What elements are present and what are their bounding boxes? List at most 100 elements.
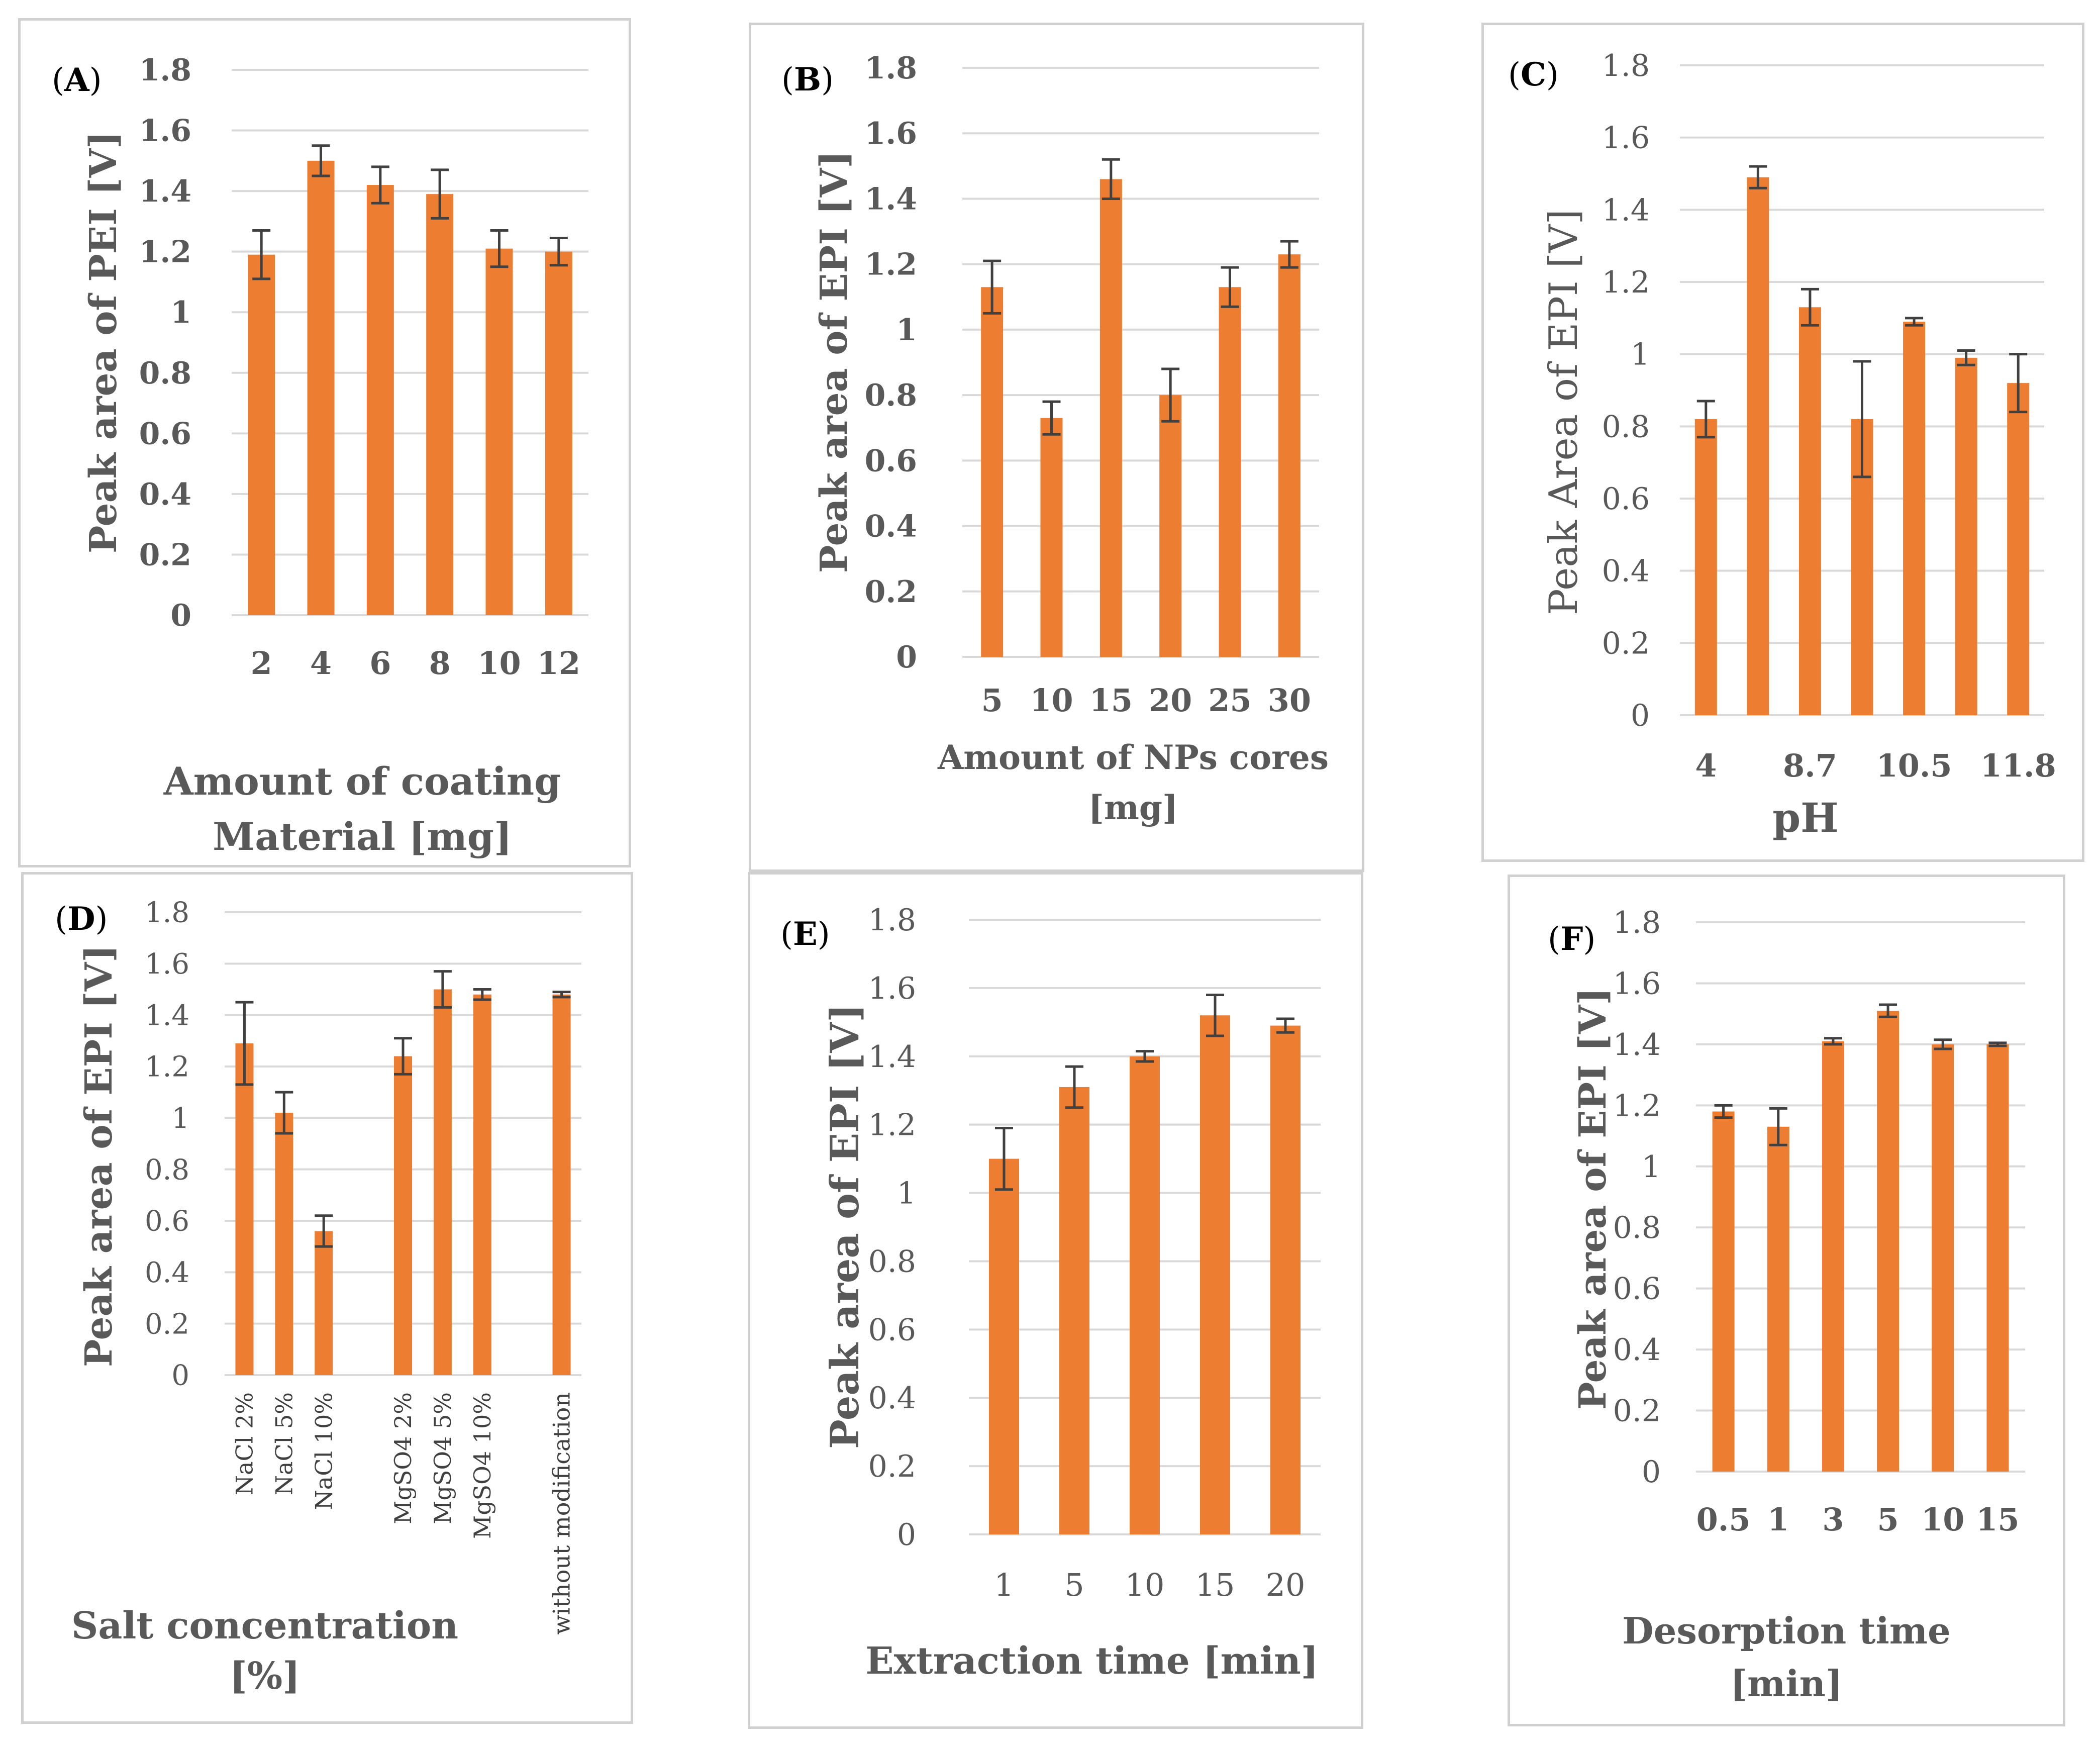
- y-tick-label: 1.4: [139, 174, 191, 209]
- x-axis-label: Amount of coating: [163, 759, 561, 804]
- error-bar: [1696, 400, 1715, 439]
- bar: [433, 989, 452, 1375]
- y-tick-label: 0.2: [868, 1449, 916, 1484]
- y-tick-label: 0.2: [139, 537, 191, 572]
- chart-panel-c: 0 0.2 0.4 0.6 0.8 1 1.2 1.4 1.6 1.8 4 8.7 10.5 11.8 P…: [1481, 23, 2084, 862]
- y-tick-label: 1.4: [1613, 1027, 1661, 1062]
- x-tick-label: 8: [429, 645, 451, 682]
- y-tick-label: 0.8: [139, 356, 191, 391]
- error-bar: [1749, 165, 1767, 189]
- panel-label: (E): [780, 915, 830, 953]
- chart-panel-f: 0 0.2 0.4 0.6 0.8 1 1.2 1.4 1.6 1.8 0.5 1 3 5 10 15 Pea…: [1508, 875, 2065, 1726]
- bar: [1822, 1041, 1844, 1472]
- y-tick-label: 0.2: [145, 1308, 189, 1340]
- y-tick-label: 1.4: [868, 1039, 916, 1075]
- chart-d-svg: 0 0.2 0.4 0.6 0.8 1 1.2 1.4 1.6 1.8 NaCl 2% NaCl 5%…: [55, 897, 581, 1698]
- chart-a-svg: 0 0.2 0.4 0.6 0.8 1 1.2 1.4 1.6 1.8 2 4 6 8 10 12 Peak …: [52, 53, 588, 859]
- x-axis-label: [min]: [1730, 1662, 1843, 1705]
- x-tick-label: 11.8: [1980, 747, 2056, 784]
- bar: [1278, 254, 1301, 657]
- y-tick-label: 0.4: [1602, 554, 1650, 589]
- y-axis-label: Peak area of EPI [V]: [822, 1004, 868, 1449]
- y-tick-label: 1.8: [868, 903, 916, 938]
- error-bar: [433, 970, 452, 1009]
- y-tick-label: 1.8: [865, 51, 917, 86]
- bar: [1270, 1025, 1301, 1534]
- y-tick-label: 1.4: [145, 999, 189, 1032]
- error-bar: [490, 229, 509, 268]
- y-tick-label: 0.4: [868, 1381, 916, 1416]
- chart-b-svg: 0 0.2 0.4 0.6 0.8 1 1.2 1.4 1.6 1.8 5 10 15 20 25 30 Pe…: [781, 51, 1329, 827]
- y-tick-label: 1.2: [865, 247, 917, 282]
- y-tick-label: 1: [170, 295, 191, 330]
- x-tick-label: 10.5: [1876, 747, 1952, 784]
- bar: [1798, 307, 1821, 715]
- y-tick-label: 1: [171, 1102, 189, 1135]
- y-tick-label: 0: [171, 1360, 189, 1392]
- y-tick-label: 1.6: [868, 971, 916, 1006]
- panel-label: (F): [1548, 920, 1595, 958]
- x-tick-label: 2: [251, 645, 272, 682]
- y-tick-label: 0: [1642, 1455, 1661, 1490]
- chart-panel-e: 0 0.2 0.4 0.6 0.8 1 1.2 1.4 1.6 1.8 1 5 10 15 20 Peak …: [748, 872, 1363, 1729]
- y-tick-label: 1.2: [868, 1108, 916, 1143]
- y-tick-label: 1.6: [1602, 121, 1650, 156]
- x-tick-label: 5: [1064, 1567, 1084, 1603]
- y-tick-label: 1: [896, 313, 917, 348]
- x-tick-label: 3: [1822, 1501, 1844, 1538]
- y-tick-label: 0.6: [868, 1312, 916, 1347]
- y-tick-label: 1.2: [145, 1051, 189, 1084]
- bar: [1200, 1015, 1230, 1534]
- error-bar: [1276, 1017, 1294, 1034]
- y-tick-label: 0.6: [865, 443, 917, 478]
- y-tick-label: 0.2: [1613, 1394, 1661, 1429]
- error-bar: [1853, 360, 1871, 478]
- error-bar: [1957, 349, 1975, 366]
- y-tick-label: 0.2: [865, 574, 917, 610]
- x-tick-label: 4: [1695, 747, 1717, 784]
- x-tick-label: 10: [1921, 1501, 1964, 1538]
- error-bar: [1714, 1104, 1733, 1119]
- x-tick-label: MgSO4 10%: [469, 1392, 496, 1539]
- panel-label: (A): [52, 61, 102, 99]
- error-bar: [1042, 400, 1061, 436]
- x-tick-label: 15: [1195, 1567, 1235, 1603]
- x-axis-label: Extraction time [min]: [865, 1639, 1319, 1683]
- error-bar: [394, 1037, 412, 1076]
- error-bar: [1801, 287, 1819, 327]
- y-tick-label: 0.8: [868, 1244, 916, 1279]
- y-tick-label: 1: [897, 1176, 916, 1211]
- x-tick-label: MgSO4 2%: [389, 1392, 417, 1524]
- bar: [473, 994, 491, 1375]
- bar: [1877, 1011, 1899, 1472]
- chart-f-svg: 00.20.40.60.811.21.41.61.80.5 1 3 5 10 15 Pea…: [1548, 905, 2025, 1705]
- y-tick-label: 0.6: [1613, 1272, 1661, 1307]
- error-bar: [1879, 1003, 1897, 1018]
- bar: [1059, 1087, 1089, 1534]
- y-tick-label: 0.6: [1602, 481, 1650, 517]
- x-tick-label: MgSO4 5%: [429, 1392, 456, 1524]
- y-tick-label: 1: [1631, 337, 1650, 372]
- bar: [1040, 418, 1063, 657]
- error-bar: [1102, 158, 1120, 200]
- y-tick-label: 1.8: [1613, 905, 1661, 940]
- y-tick-label: 1: [1642, 1149, 1661, 1185]
- y-axis-label: Peak area of PEI [V]: [82, 131, 125, 553]
- panel-label: (D): [55, 900, 108, 938]
- bar: [552, 994, 571, 1375]
- bar: [485, 248, 513, 615]
- bar: [1219, 287, 1241, 657]
- x-axis-label: Desorption time: [1622, 1609, 1951, 1652]
- error-bar: [371, 165, 389, 205]
- y-tick-label: 0.4: [1613, 1332, 1661, 1368]
- x-tick-label: 0.5: [1696, 1501, 1751, 1538]
- y-tick-label: 0: [897, 1517, 916, 1553]
- panel-label: (B): [781, 61, 834, 99]
- y-tick-label: 0.8: [1613, 1210, 1661, 1245]
- x-tick-label: 12: [537, 645, 580, 682]
- error-bar: [1988, 1041, 2007, 1047]
- y-tick-label: 1.2: [1602, 265, 1650, 300]
- x-axis-label: Material [mg]: [213, 814, 512, 859]
- y-tick-label: 1.2: [139, 235, 191, 270]
- error-bar: [235, 1001, 254, 1086]
